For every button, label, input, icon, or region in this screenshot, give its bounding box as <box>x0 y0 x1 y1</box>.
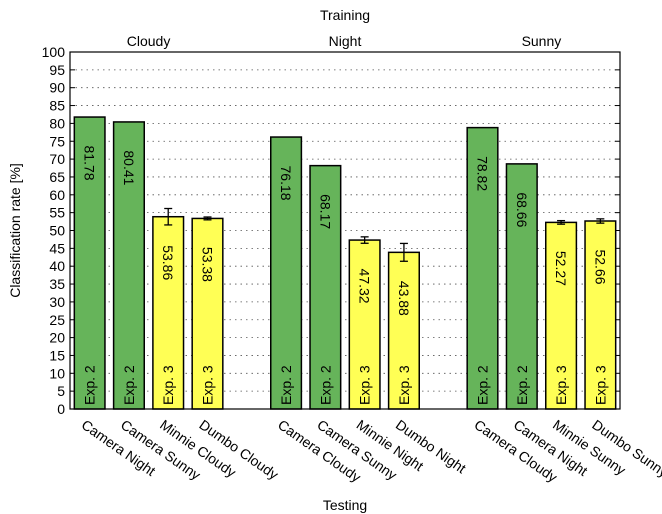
experiment-tag: Exp. 3 <box>553 365 569 405</box>
data-label: 68.66 <box>514 192 530 227</box>
group-labels: Cloudy Night Sunny <box>127 33 562 49</box>
experiment-tag: Exp. 3 <box>592 365 608 405</box>
y-tick-label: 0 <box>57 401 65 417</box>
bars: 81.78 Exp. 2 80.41 Exp. 2 53.86 Exp. 3 53.38 Ex… <box>73 116 617 410</box>
bar <box>309 164 342 410</box>
data-label: 78.82 <box>475 156 491 191</box>
data-label: 81.78 <box>82 146 98 181</box>
y-tick-label: 100 <box>42 44 66 60</box>
bar <box>505 163 538 410</box>
bar-group: 81.78 Exp. 2 80.41 Exp. 2 53.86 Exp. 3 53.38 Ex… <box>73 116 224 410</box>
y-tick-label: 85 <box>49 98 65 114</box>
y-axis-title: Classification rate [%] <box>7 163 23 298</box>
y-tick-label: 75 <box>49 133 65 149</box>
y-tick-label: 70 <box>49 151 65 167</box>
experiment-tag: Exp. 3 <box>396 365 412 405</box>
y-tick-label: 20 <box>49 330 65 346</box>
experiment-tag: Exp. 2 <box>317 365 333 405</box>
experiment-tag: Exp. 3 <box>200 365 216 405</box>
bar <box>348 239 381 410</box>
data-label: 76.18 <box>278 166 294 201</box>
y-tick-label: 25 <box>49 312 65 328</box>
group-label: Night <box>329 33 362 49</box>
experiment-tag: Exp. 3 <box>357 365 373 405</box>
data-label: 52.66 <box>592 249 608 284</box>
y-tick-label: 90 <box>49 80 65 96</box>
y-tick-label: 45 <box>49 240 65 256</box>
bar <box>152 215 185 410</box>
experiment-tag: Exp. 2 <box>278 365 294 405</box>
experiment-tag: Exp. 2 <box>514 365 530 405</box>
x-axis-title: Testing <box>323 497 367 513</box>
y-tick-label: 65 <box>49 169 65 185</box>
data-label: 68.17 <box>317 194 333 229</box>
group-label: Cloudy <box>127 33 171 49</box>
y-tick-label: 95 <box>49 62 65 78</box>
bar <box>270 136 303 410</box>
group-label: Sunny <box>522 33 562 49</box>
y-tick-label: 10 <box>49 365 65 381</box>
experiment-tag: Exp. 2 <box>121 365 137 405</box>
data-label: 53.38 <box>200 247 216 282</box>
y-tick-label: 35 <box>49 276 65 292</box>
y-tick-label: 40 <box>49 258 65 274</box>
y-tick-label: 60 <box>49 187 65 203</box>
bar-group: 78.82 Exp. 2 68.66 Exp. 2 52.27 Exp. 3 52.66 Ex… <box>466 126 617 410</box>
bar <box>545 221 578 410</box>
bar <box>112 121 145 410</box>
y-tick-label: 80 <box>49 115 65 131</box>
data-label: 80.41 <box>121 150 137 185</box>
y-tick-label: 5 <box>57 383 65 399</box>
data-label: 53.86 <box>160 245 176 280</box>
bar <box>466 126 499 410</box>
y-tick-label: 15 <box>49 347 65 363</box>
experiment-tag: Exp. 3 <box>160 365 176 405</box>
data-label: 52.27 <box>553 251 569 286</box>
y-tick-label: 50 <box>49 223 65 239</box>
grid-lines <box>70 69 620 392</box>
data-label: 43.88 <box>396 281 412 316</box>
experiment-tag: Exp. 2 <box>475 365 491 405</box>
data-label: 47.32 <box>357 269 373 304</box>
y-tick-label: 55 <box>49 205 65 221</box>
experiment-tag: Exp. 2 <box>82 365 98 405</box>
bar-group: 76.18 Exp. 2 68.17 Exp. 2 47.32 Exp. 3 43.88 Ex… <box>270 136 421 410</box>
bar <box>73 116 106 410</box>
chart-title: Training <box>320 7 370 23</box>
y-tick-label: 30 <box>49 294 65 310</box>
bar <box>584 220 617 410</box>
